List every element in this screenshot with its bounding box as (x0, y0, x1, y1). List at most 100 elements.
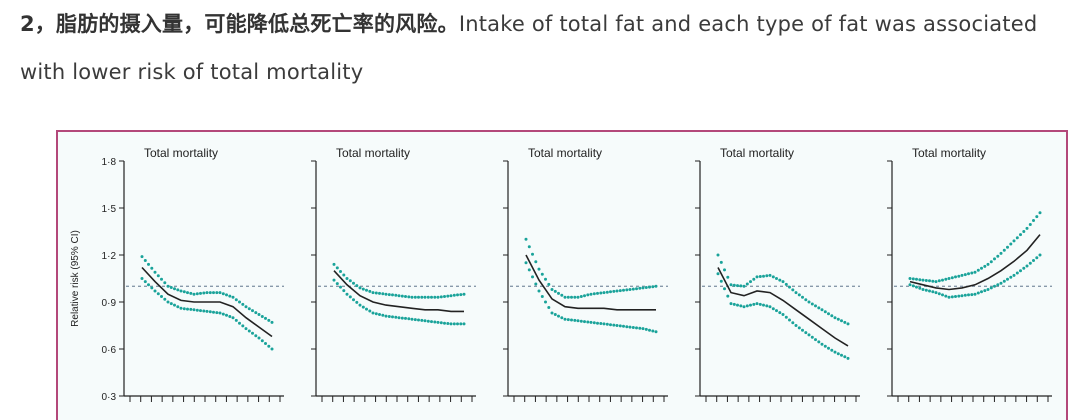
ci-upper-point (173, 287, 176, 291)
ci-lower-point (1015, 271, 1019, 275)
ci-lower-point (928, 289, 931, 293)
ci-lower-point (797, 326, 801, 330)
ci-lower-point (791, 321, 795, 325)
ci-upper-point (345, 277, 349, 280)
y-tick-label: 1·2 (102, 251, 117, 262)
ci-lower-point (547, 306, 551, 309)
ci-lower-point (192, 308, 196, 312)
ci-upper-point (609, 290, 612, 294)
ci-lower-point (436, 320, 440, 324)
chart-title: Total mortality (144, 146, 218, 160)
ci-upper-point (365, 288, 368, 292)
ci-upper-point (625, 288, 629, 292)
ci-lower-point (267, 344, 271, 348)
ci-lower-point (967, 293, 970, 297)
ci-lower-point (410, 317, 414, 321)
ci-lower-point (752, 302, 756, 306)
ci-upper-point (628, 288, 632, 291)
ci-lower-point (732, 302, 736, 306)
ci-upper-point (169, 286, 173, 289)
ci-lower-point (843, 355, 847, 359)
ci-lower-point (768, 305, 772, 309)
ci-upper-point (195, 292, 199, 296)
ci-lower-point (244, 327, 248, 331)
ci-lower-point (1035, 256, 1039, 260)
ci-upper-point (817, 306, 821, 310)
ci-lower-point (1006, 277, 1009, 281)
ci-lower-point (339, 285, 342, 289)
ci-lower-point (371, 311, 375, 315)
ci-upper-point (804, 298, 808, 302)
ci-upper-point (579, 295, 583, 298)
chart-title: Total mortality (528, 146, 602, 160)
ci-upper-point (605, 290, 609, 294)
ci-lower-point (989, 286, 993, 290)
chart-title: Total mortality (720, 146, 794, 160)
ci-upper-point (264, 316, 267, 320)
ci-upper-point (944, 277, 948, 281)
ci-upper-point (378, 291, 381, 295)
ci-lower-point (365, 307, 368, 311)
ci-lower-point (758, 302, 762, 306)
ci-lower-point (202, 309, 206, 313)
ci-lower-point (726, 294, 730, 298)
ci-upper-point (775, 277, 778, 280)
ci-lower-point (788, 318, 791, 322)
ci-lower-point (550, 311, 554, 315)
ci-upper-point (797, 293, 801, 297)
ci-upper-point (446, 294, 450, 298)
ci-lower-point (823, 344, 827, 348)
ci-lower-point (143, 280, 147, 284)
ci-lower-point (986, 288, 990, 291)
ci-upper-point (745, 282, 749, 286)
ci-lower-point (407, 317, 411, 321)
ci-upper-point (534, 260, 538, 264)
ci-upper-point (537, 267, 541, 271)
ci-lower-point (749, 303, 752, 307)
ci-upper-point (618, 289, 622, 293)
ci-upper-point (781, 280, 785, 284)
ci-lower-point (954, 295, 957, 298)
ci-upper-point (423, 295, 427, 299)
ci-lower-point (553, 313, 557, 316)
ci-lower-point (586, 320, 590, 324)
ci-upper-point (563, 295, 567, 299)
ci-upper-point (147, 262, 150, 266)
ci-lower-point (615, 324, 619, 327)
ci-upper-point (833, 316, 837, 320)
ci-upper-point (638, 286, 642, 290)
ci-upper-point (531, 252, 534, 256)
ci-lower-point (635, 326, 638, 330)
figure-frame: Relative risk (95% CI) Total mortality 0·3… (56, 130, 1068, 420)
ci-lower-point (140, 277, 144, 280)
ci-lower-point (931, 290, 935, 294)
ci-lower-point (781, 313, 785, 316)
ci-lower-point (195, 308, 199, 312)
ci-upper-point (592, 292, 596, 296)
y-tick-label: 0·3 (102, 392, 117, 403)
ci-upper-point (807, 300, 811, 304)
ci-lower-point (420, 318, 424, 322)
ci-lower-point (576, 319, 580, 323)
ci-lower-point (186, 307, 189, 311)
chart-panel-2: Total mortality (311, 146, 476, 402)
ci-upper-point (957, 274, 961, 278)
ci-upper-point (234, 298, 238, 302)
ci-lower-point (391, 315, 394, 319)
ci-lower-point (426, 319, 430, 323)
ci-upper-point (950, 276, 954, 280)
ci-upper-point (241, 302, 245, 306)
chart-panel-1: Total mortality 0·3 0·6 0·9 1·2 1·5 1·8 (102, 146, 284, 403)
ci-lower-point (765, 304, 769, 308)
ci-lower-point (716, 272, 720, 276)
ci-lower-point (400, 316, 404, 320)
ci-lower-point (918, 286, 922, 290)
ci-upper-point (1025, 226, 1029, 230)
ci-lower-point (156, 292, 160, 296)
ci-upper-point (1009, 242, 1013, 246)
ci-lower-point (212, 310, 215, 314)
ci-lower-point (1022, 266, 1026, 270)
ci-lower-point (147, 283, 150, 287)
ci-upper-point (1015, 236, 1019, 240)
article-body: Intake of total fat and each type of fat… (20, 12, 1038, 84)
